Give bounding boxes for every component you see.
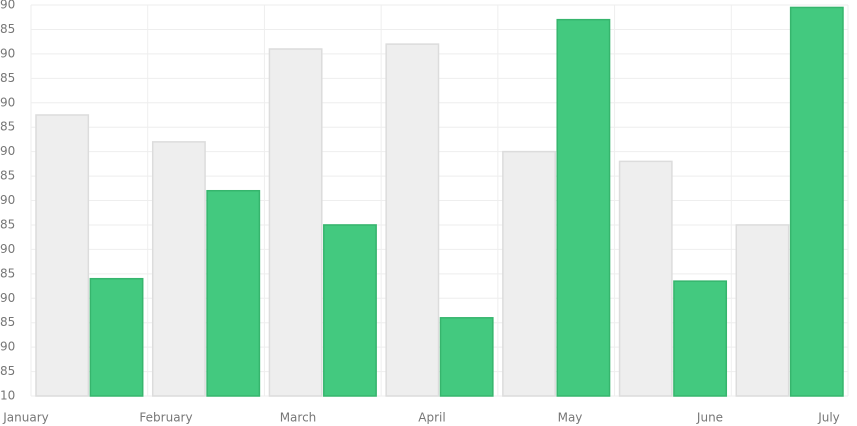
bar (439, 317, 494, 397)
y-tick-label: 85 (0, 169, 15, 183)
bar (618, 160, 673, 397)
bar (385, 43, 440, 397)
x-tick-label: June (696, 411, 723, 425)
y-tick-label: 90 (0, 95, 15, 109)
y-tick-label: 85 (0, 22, 15, 36)
bar (151, 141, 206, 397)
y-tick-label: 85 (0, 266, 15, 280)
y-tick-label: 90 (0, 340, 15, 354)
bar (735, 224, 790, 397)
x-tick-label: April (418, 411, 445, 425)
bar (789, 6, 844, 397)
y-tick-label: 90 (0, 144, 15, 158)
y-tick-label: 85 (0, 120, 15, 134)
bar (35, 114, 90, 397)
x-tick-label: March (280, 411, 317, 425)
bar (556, 18, 611, 397)
bar (323, 224, 377, 397)
y-tick-label: 85 (0, 315, 15, 329)
x-tick-label: February (139, 411, 192, 425)
x-tick-label: July (817, 411, 840, 425)
y-tick-label: 90 (0, 242, 15, 256)
y-tick-label: 85 (0, 217, 15, 231)
y-tick-label: 90 (0, 291, 15, 305)
y-tick-label: 90 (0, 193, 15, 207)
bar (206, 189, 261, 397)
y-tick-label: 85 (0, 71, 15, 85)
y-tick-label: 10 (0, 389, 15, 403)
bar (89, 277, 144, 397)
y-tick-label: 85 (0, 364, 15, 378)
bar (502, 150, 556, 397)
x-tick-label: January (2, 411, 49, 425)
y-tick-label: 90 (0, 46, 15, 60)
x-tick-label: May (558, 411, 583, 425)
y-tick-label: 90 (0, 0, 15, 12)
bar (673, 280, 728, 397)
bar (268, 48, 323, 397)
